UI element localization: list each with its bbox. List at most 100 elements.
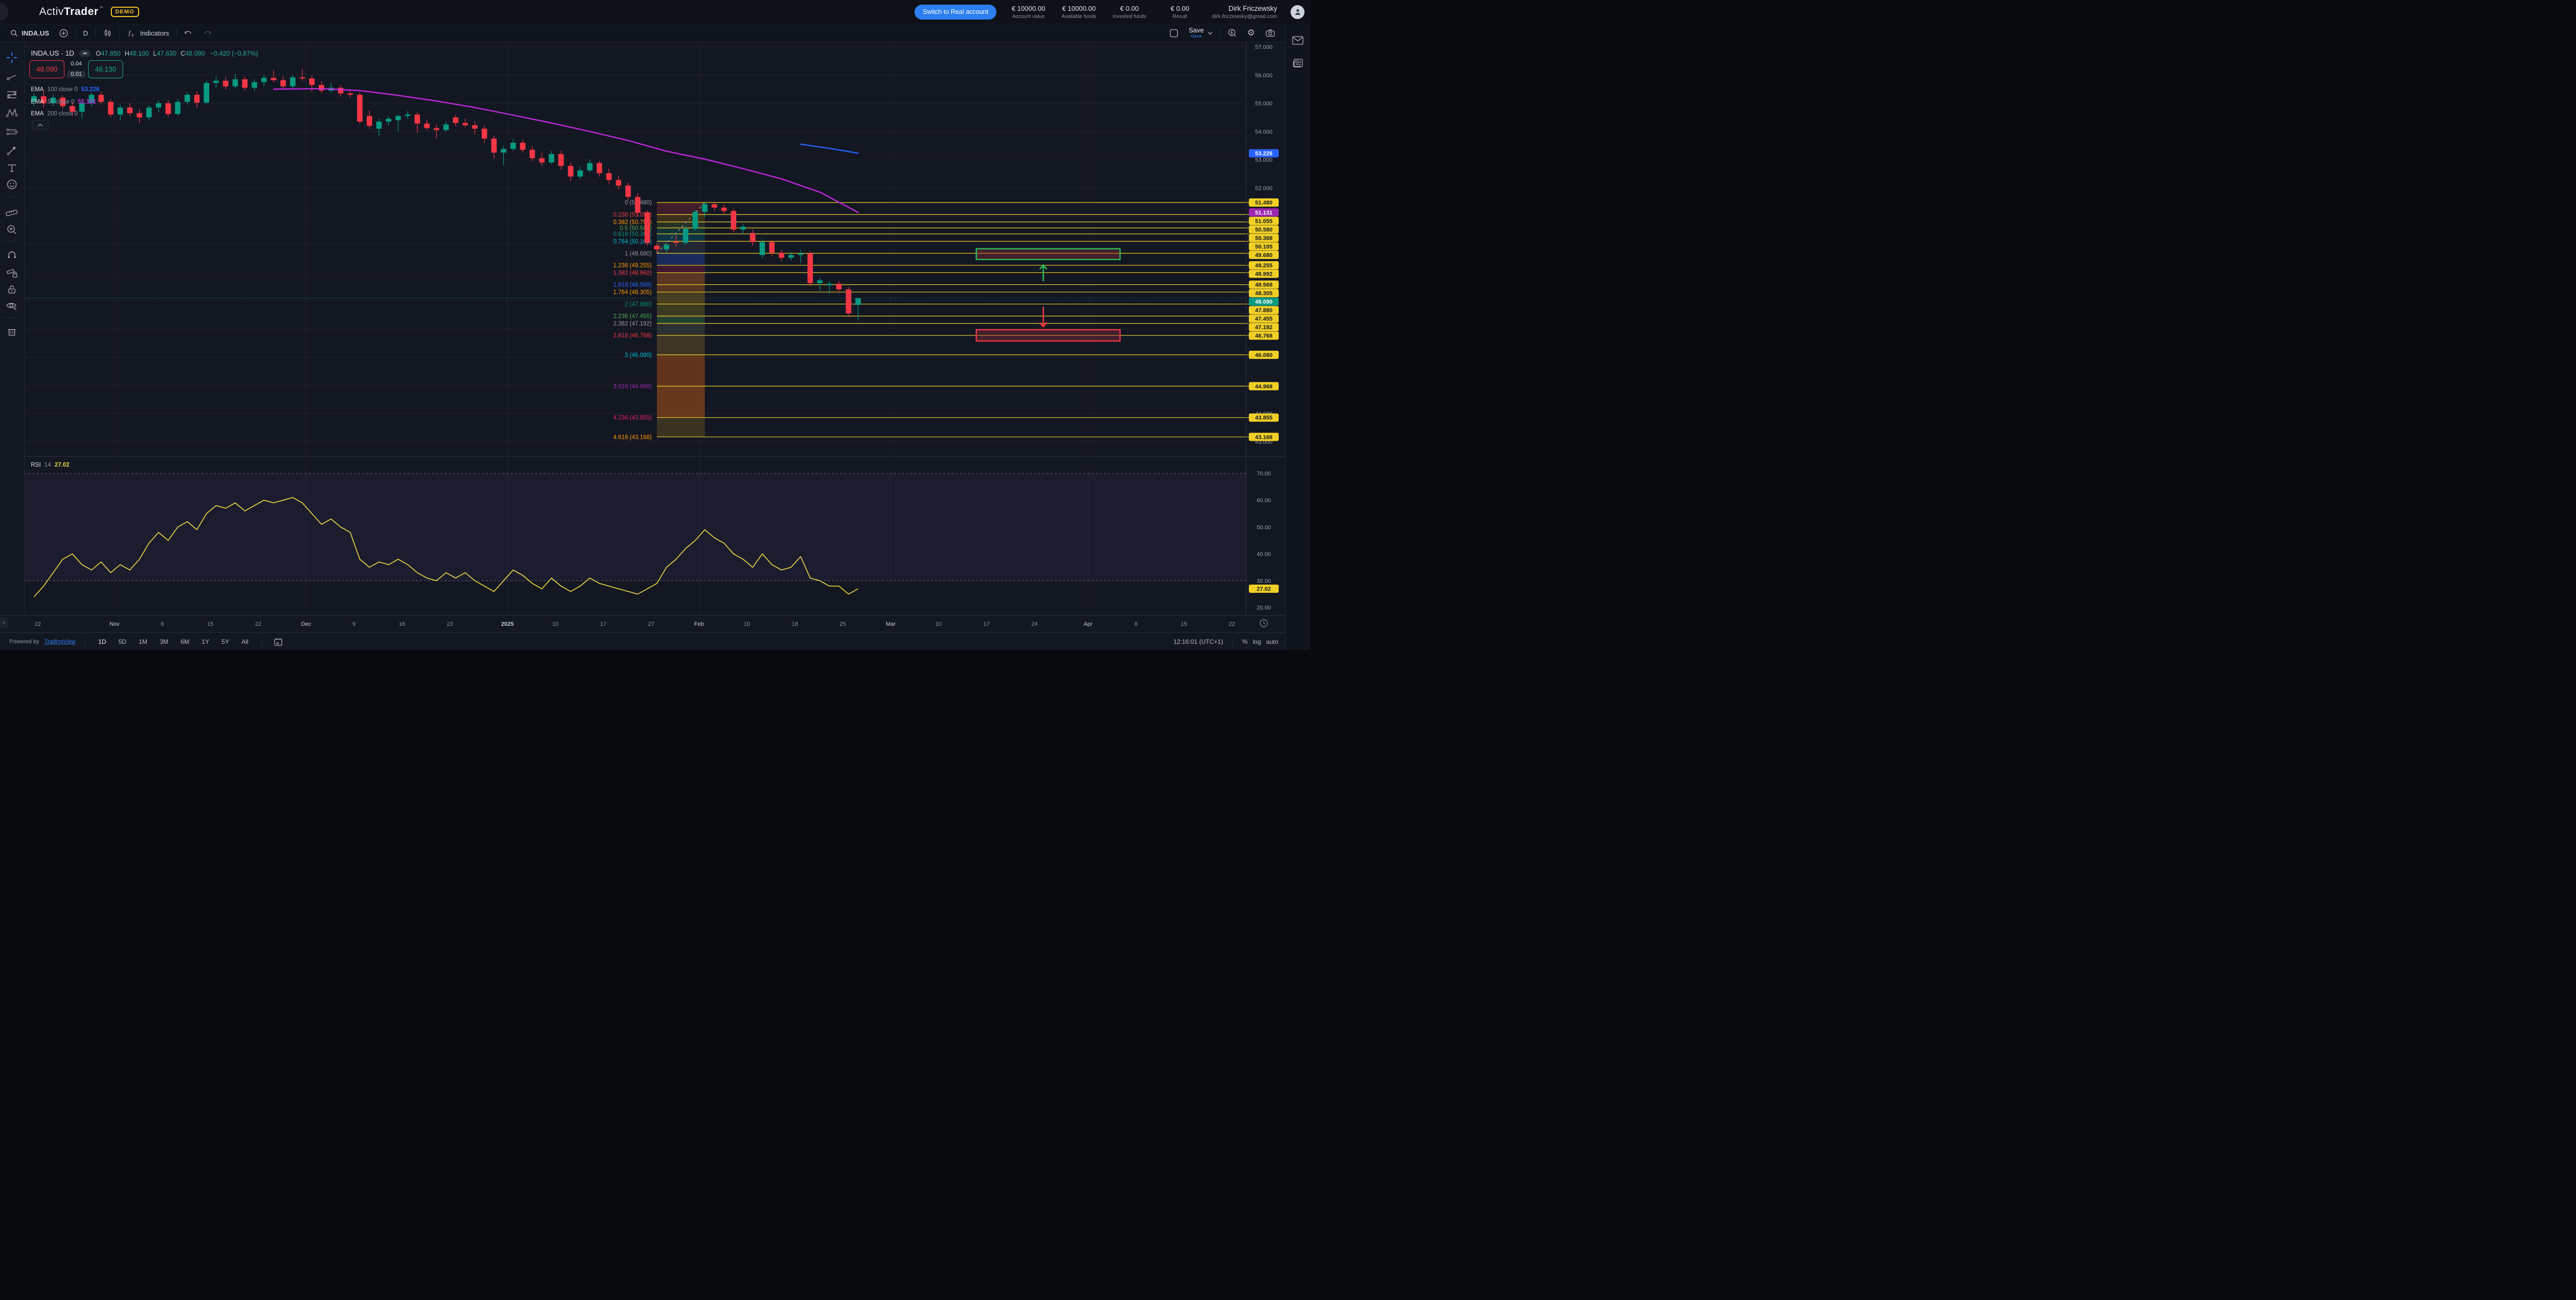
price-zone-rectangle[interactable] bbox=[975, 248, 1121, 261]
candle bbox=[769, 242, 775, 253]
clock-label[interactable]: 12:16:01 (UTC+1) bbox=[1173, 638, 1223, 645]
log-scale-toggle[interactable]: log bbox=[1252, 638, 1261, 645]
range-1m-button[interactable]: 1M bbox=[135, 637, 151, 647]
candle bbox=[759, 242, 765, 255]
fib-zone-fill bbox=[657, 284, 705, 293]
range-1y-button[interactable]: 1Y bbox=[198, 637, 213, 647]
redo-icon bbox=[204, 30, 212, 34]
undo-button[interactable] bbox=[179, 26, 198, 40]
ema50-line bbox=[273, 88, 859, 213]
candle bbox=[41, 96, 46, 104]
ema100-legend[interactable]: EMA 100 close 0 53.226 bbox=[31, 87, 99, 93]
ema200-legend[interactable]: EMA 200 close 0 bbox=[31, 111, 78, 117]
ema50-legend[interactable]: EMA 50 close 0 51.131 bbox=[31, 99, 96, 105]
chart-text: 27 bbox=[648, 621, 654, 627]
interval-button[interactable]: D bbox=[83, 29, 88, 37]
legend-symbol-interval[interactable]: INDA.US · 1D bbox=[31, 49, 75, 57]
candle bbox=[798, 253, 804, 255]
range-5d-button[interactable]: 5D bbox=[115, 637, 130, 647]
chart-text: 52.000 bbox=[1255, 185, 1273, 192]
arrow-down-icon bbox=[1039, 322, 1047, 328]
pattern-tool[interactable] bbox=[5, 106, 19, 121]
redo-button[interactable] bbox=[198, 26, 217, 40]
remove-drawings-tool[interactable] bbox=[5, 324, 19, 339]
fib-zone-fill bbox=[657, 316, 705, 323]
chart-text: 0.764 (50.105) bbox=[613, 239, 652, 245]
auto-scale-toggle[interactable]: auto bbox=[1266, 638, 1278, 645]
quick-search-button[interactable] bbox=[1223, 26, 1242, 40]
sell-button[interactable]: 48.090 bbox=[29, 60, 64, 78]
avatar[interactable] bbox=[1291, 5, 1304, 19]
candle bbox=[683, 229, 689, 243]
candle bbox=[606, 173, 612, 180]
layout-button[interactable] bbox=[1164, 26, 1183, 40]
demo-badge: DEMO bbox=[110, 7, 139, 17]
candle bbox=[673, 241, 679, 243]
text-tool[interactable] bbox=[5, 161, 19, 175]
settings-button[interactable]: ⚙ bbox=[1242, 26, 1260, 40]
zoom-in-tool[interactable] bbox=[5, 223, 19, 237]
axis-corner bbox=[1246, 616, 1285, 632]
legend-collapse-button[interactable] bbox=[32, 120, 48, 130]
arrow-marker-tool[interactable] bbox=[5, 143, 19, 158]
chart-text: 0.618 (50.368) bbox=[613, 231, 652, 237]
trend-line-tool[interactable] bbox=[5, 69, 19, 83]
fib-zone-fill bbox=[657, 265, 705, 273]
smiley-icon bbox=[7, 179, 17, 190]
emoji-tool[interactable] bbox=[5, 177, 19, 192]
trademark: ™ bbox=[99, 6, 104, 10]
chart-text: 17 bbox=[600, 621, 606, 627]
magnet-icon bbox=[8, 251, 16, 258]
symbol-search[interactable]: INDA.US bbox=[5, 26, 54, 40]
rsi-legend[interactable]: RSI 14 27.02 bbox=[31, 462, 70, 468]
news-button[interactable] bbox=[1291, 56, 1305, 70]
candle bbox=[826, 283, 833, 285]
fib-zone-fill bbox=[657, 323, 705, 336]
projection-icon bbox=[6, 128, 18, 135]
candle bbox=[395, 116, 401, 121]
lock-all-tool[interactable] bbox=[5, 282, 19, 297]
nav-circle-handle[interactable] bbox=[0, 3, 8, 21]
price-axis-badge bbox=[1249, 289, 1279, 298]
fib-retracement-tool[interactable] bbox=[5, 88, 19, 102]
visibility-toggle[interactable] bbox=[79, 50, 91, 57]
messages-button[interactable] bbox=[1291, 33, 1305, 47]
save-button[interactable]: Save Save bbox=[1183, 26, 1218, 40]
chart-text: 47.192 bbox=[1255, 324, 1273, 331]
price-zone-rectangle[interactable] bbox=[975, 329, 1121, 342]
chart-style-button[interactable] bbox=[98, 26, 117, 40]
range-5y-button[interactable]: 5Y bbox=[218, 637, 233, 647]
drawing-mode-tool[interactable] bbox=[5, 266, 19, 280]
magnet-tool[interactable] bbox=[5, 249, 19, 264]
candle bbox=[280, 80, 286, 87]
range-1d-button[interactable]: 1D bbox=[95, 637, 110, 647]
chart-text: 53.226 bbox=[1255, 151, 1273, 157]
range-6m-button[interactable]: 6M bbox=[177, 637, 193, 647]
toolbar-collapse-tab[interactable]: ‹ bbox=[0, 618, 8, 628]
go-to-date-button[interactable] bbox=[271, 635, 285, 649]
axis-clock-icon[interactable] bbox=[1260, 619, 1268, 627]
tradingview-link[interactable]: TradingView bbox=[44, 638, 76, 645]
fib-zone-fill bbox=[657, 253, 705, 266]
switch-to-real-account-button[interactable]: Switch to Real account bbox=[914, 4, 997, 20]
trend-line-icon bbox=[7, 75, 16, 80]
crosshair-tool[interactable] bbox=[5, 50, 19, 65]
screenshot-button[interactable] bbox=[1260, 26, 1280, 40]
eye-dash-icon bbox=[83, 53, 88, 54]
add-symbol-button[interactable] bbox=[54, 26, 73, 40]
chart-canvas[interactable]: 0 (51.480)0.236 (51.055)0.382 (50.792)0.… bbox=[24, 42, 1285, 632]
buy-button[interactable]: 48.130 bbox=[88, 60, 123, 78]
range-3m-button[interactable]: 3M bbox=[156, 637, 172, 647]
price-axis-badge bbox=[1249, 198, 1279, 207]
chart-text: 0.236 (51.055) bbox=[613, 212, 652, 218]
range-all-button[interactable]: All bbox=[238, 637, 252, 647]
chart-text: 70.00 bbox=[1257, 471, 1271, 477]
fib-zone-fill bbox=[657, 228, 705, 234]
hide-drawings-tool[interactable] bbox=[5, 299, 19, 313]
projection-tool[interactable] bbox=[5, 125, 19, 139]
candle bbox=[845, 289, 852, 314]
measure-tool[interactable] bbox=[5, 205, 19, 219]
percent-scale-toggle[interactable]: % bbox=[1242, 638, 1248, 645]
candle bbox=[194, 95, 200, 103]
